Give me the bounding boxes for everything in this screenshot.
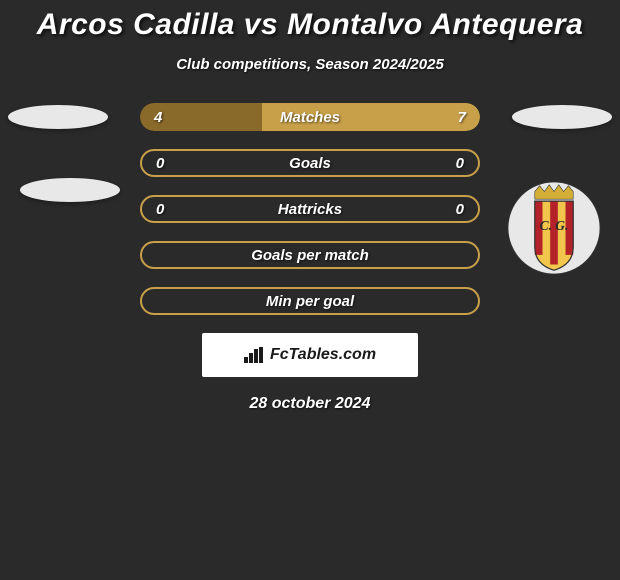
svg-text:C. G.: C. G. bbox=[540, 218, 569, 233]
player-shape-right bbox=[512, 105, 612, 129]
stat-label: Min per goal bbox=[266, 293, 354, 310]
stat-value-left: 4 bbox=[154, 109, 162, 126]
stat-bar: 0 Hattricks 0 bbox=[140, 195, 480, 223]
stat-value-left: 0 bbox=[156, 155, 164, 172]
player-shape-left bbox=[8, 105, 108, 129]
club-badge: C. G. bbox=[506, 180, 602, 276]
page-title: Arcos Cadilla vs Montalvo Antequera bbox=[0, 8, 620, 42]
stat-value-left: 0 bbox=[156, 201, 164, 218]
stat-value-right: 0 bbox=[456, 155, 464, 172]
stat-bar: 4 Matches 7 bbox=[140, 103, 480, 131]
stat-label: Goals per match bbox=[251, 247, 369, 264]
stat-row: 0 Goals 0 bbox=[0, 149, 620, 177]
date-line: 28 october 2024 bbox=[0, 395, 620, 413]
player-shape-left-2 bbox=[20, 178, 120, 202]
stat-label: Matches bbox=[280, 109, 340, 126]
brand-box[interactable]: FcTables.com bbox=[202, 333, 418, 377]
stat-value-right: 0 bbox=[456, 201, 464, 218]
page-subtitle: Club competitions, Season 2024/2025 bbox=[0, 56, 620, 73]
stat-row: 4 Matches 7 bbox=[0, 103, 620, 131]
stat-label: Goals bbox=[289, 155, 331, 172]
brand-name: FcTables.com bbox=[270, 346, 376, 364]
stat-label: Hattricks bbox=[278, 201, 342, 218]
stat-row: Min per goal bbox=[0, 287, 620, 315]
stat-bar: 0 Goals 0 bbox=[140, 149, 480, 177]
stat-bar: Min per goal bbox=[140, 287, 480, 315]
comparison-container: Arcos Cadilla vs Montalvo Antequera Club… bbox=[0, 0, 620, 413]
stat-value-right: 7 bbox=[458, 109, 466, 126]
brand-chart-icon bbox=[244, 347, 264, 363]
stat-bar: Goals per match bbox=[140, 241, 480, 269]
